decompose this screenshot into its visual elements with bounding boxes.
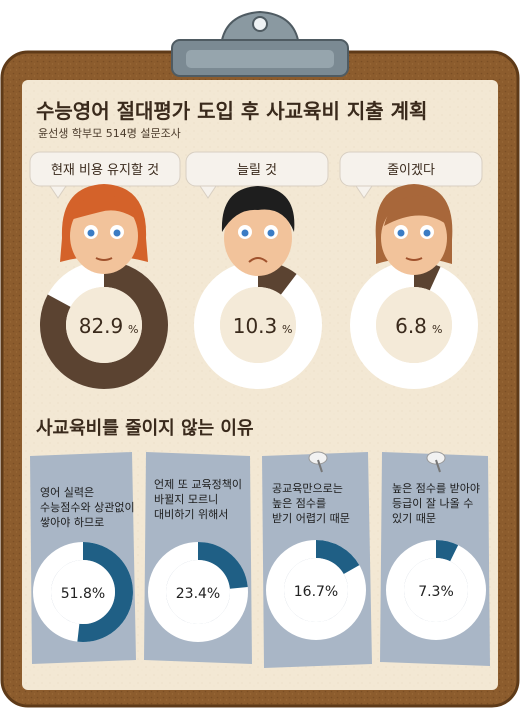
pushpin-icon bbox=[308, 451, 328, 473]
donut-value-label: 6.8 bbox=[395, 314, 427, 338]
pushpin-icon bbox=[426, 451, 446, 473]
donut-unit-label: % bbox=[282, 323, 292, 336]
reason-text-line: 대비하기 위해서 bbox=[154, 507, 228, 521]
donut-value-label: 23.4% bbox=[176, 586, 220, 602]
speech-bubble-3 bbox=[339, 151, 483, 199]
reason-text-line: 받기 어렵기 때문 bbox=[272, 512, 350, 525]
reason-text-line: 수능점수와 상관없이 bbox=[40, 501, 135, 514]
page-subtitle: 윤선생 학부모 514명 설문조사 bbox=[38, 127, 181, 140]
page-title: 수능영어 절대평가 도입 후 사교육비 지출 계획 bbox=[36, 99, 427, 123]
donut-center bbox=[66, 287, 142, 363]
reason-text-line: 높은 점수를 받아야 bbox=[392, 482, 480, 495]
reason-text-line: 있기 때문 bbox=[392, 512, 436, 525]
category-label: 늘릴 것 bbox=[237, 163, 277, 178]
donut-value-label: 7.3% bbox=[418, 584, 454, 600]
donut-unit-label: % bbox=[432, 323, 442, 336]
clipboard-clip-icon bbox=[171, 10, 349, 77]
section-title-reasons: 사교육비를 줄이지 않는 이유 bbox=[36, 418, 254, 439]
donut-value-label: 16.7% bbox=[294, 584, 338, 600]
category-label: 현재 비용 유지할 것 bbox=[51, 163, 159, 178]
donut-segment bbox=[435, 540, 459, 562]
reason-text-line: 높은 점수를 bbox=[272, 497, 326, 510]
donut-segment bbox=[315, 540, 360, 575]
speech-bubble-1 bbox=[29, 151, 181, 199]
top-chart-group: 82.9 % 현재 비용 유지할 것 10.3 % 늘릴 것 6.8 % 줄이겠다 bbox=[40, 163, 478, 389]
donut-value-label: 10.3 bbox=[233, 314, 278, 338]
category-label: 줄이겠다 bbox=[387, 163, 435, 178]
donut-segment bbox=[40, 261, 168, 389]
reason-text-line: 쌓아야 하므로 bbox=[40, 515, 104, 529]
reason-text-line: 바뀔지 모르니 bbox=[154, 493, 218, 506]
face-brown-hair-icon bbox=[375, 184, 453, 275]
donut-value-label: 82.9 bbox=[79, 314, 124, 338]
donut-unit-label: % bbox=[128, 323, 138, 336]
donut-segment bbox=[197, 542, 248, 590]
donut-center bbox=[166, 560, 230, 624]
reason-text-line: 영어 실력은 bbox=[40, 486, 94, 499]
donut-segment bbox=[77, 542, 133, 642]
reason-text-line: 등급이 잘 나올 수 bbox=[392, 497, 473, 510]
speech-bubble-2 bbox=[185, 151, 329, 199]
donut-value-label: 51.8% bbox=[61, 586, 105, 602]
face-dark-hair-icon bbox=[221, 186, 295, 276]
donut-center bbox=[376, 287, 452, 363]
face-red-hair-icon bbox=[60, 184, 148, 274]
donut-center bbox=[284, 558, 348, 622]
reason-text-line: 공교육만으로는 bbox=[272, 482, 343, 495]
donut-center bbox=[220, 287, 296, 363]
donut-center bbox=[404, 558, 468, 622]
donut-center bbox=[51, 560, 115, 624]
reason-text-line: 언제 또 교육정책이 bbox=[154, 478, 242, 491]
